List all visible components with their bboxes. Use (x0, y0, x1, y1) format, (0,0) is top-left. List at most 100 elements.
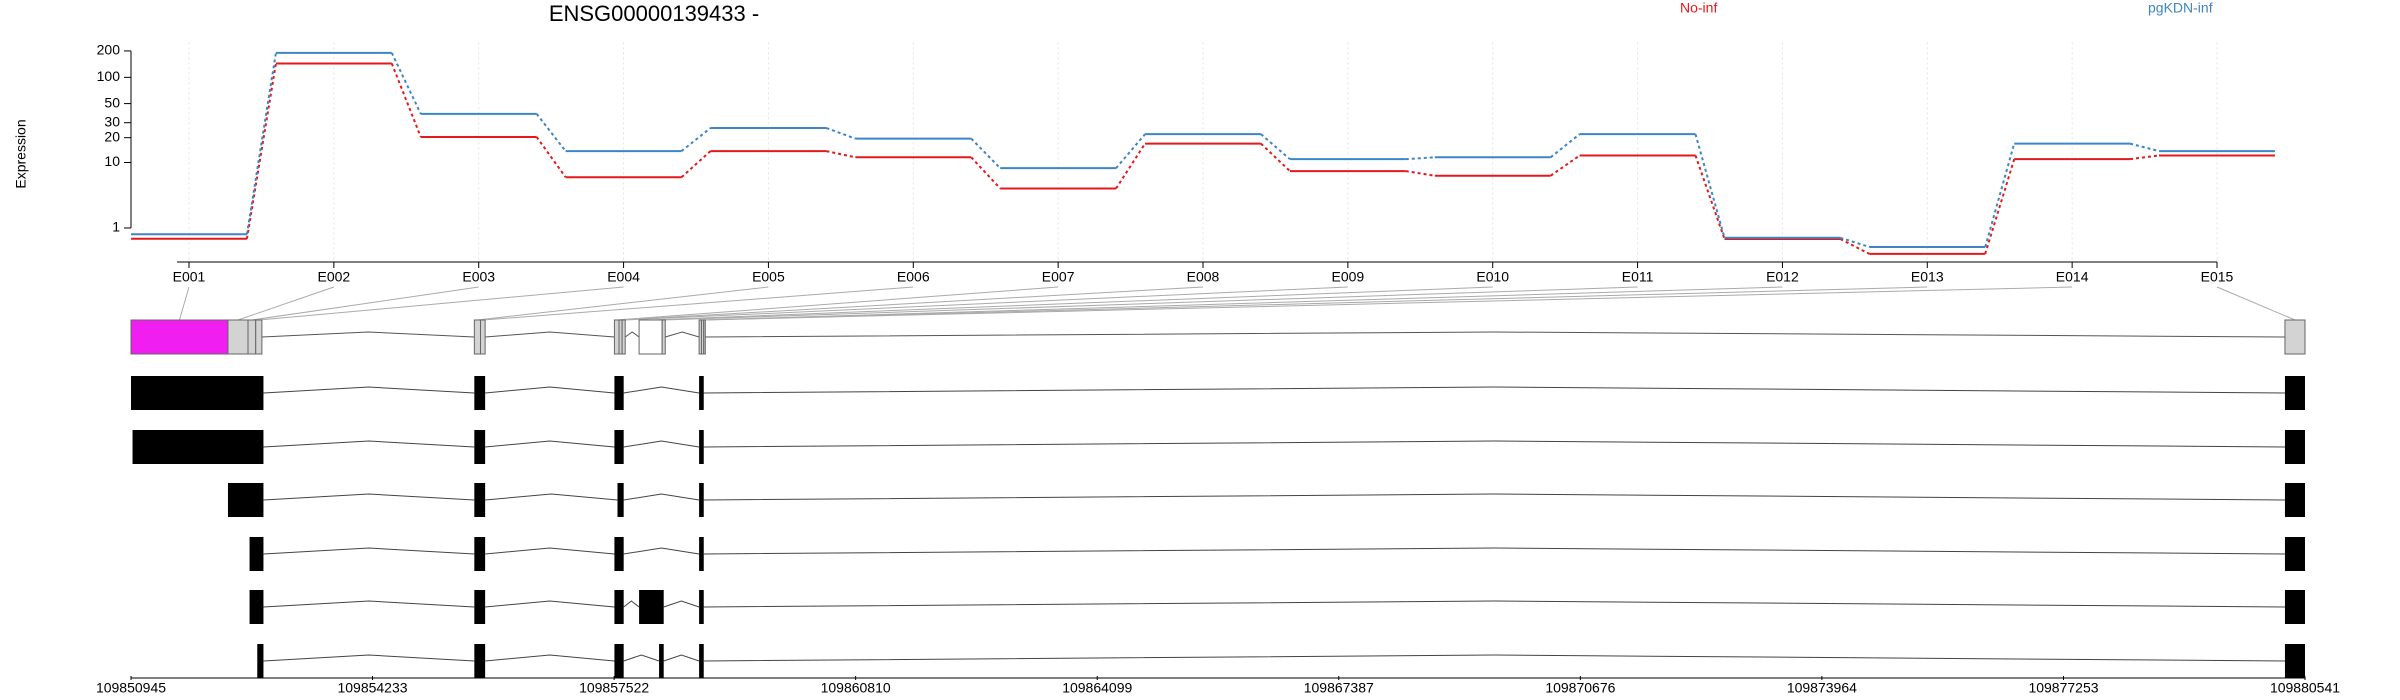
intron (703, 386, 2285, 394)
exon (614, 537, 624, 571)
exon (474, 430, 486, 464)
exon-bin (661, 319, 666, 355)
exon-bin (703, 319, 706, 355)
intron (663, 600, 700, 608)
exon (614, 590, 624, 624)
series-connector (970, 156, 1001, 190)
exon-bin (255, 319, 263, 355)
genomic-tick-label: 109864099 (1062, 680, 1132, 696)
x-tick-label: E013 (1911, 269, 1944, 285)
exon (2284, 376, 2305, 410)
exon (614, 644, 624, 678)
x-tick-label: E014 (2056, 269, 2089, 285)
exon (699, 644, 704, 678)
exon (699, 537, 704, 571)
intron (485, 331, 615, 338)
exon-bin (638, 319, 663, 355)
intron (485, 654, 615, 662)
bin-connector (477, 286, 769, 321)
exon (639, 590, 664, 624)
x-tick-label: E015 (2201, 269, 2234, 285)
y-tick-label: 1 (112, 219, 120, 235)
intron (485, 493, 618, 501)
series-connector (1260, 142, 1291, 172)
exon (699, 430, 704, 464)
exon-bin (613, 319, 620, 355)
y-tick-label: 10 (104, 153, 120, 169)
intron (624, 331, 640, 338)
exon (474, 537, 486, 571)
bin-connector (700, 286, 1783, 321)
exon-bin (473, 319, 482, 355)
series-connector (826, 127, 856, 140)
intron (623, 493, 700, 501)
intron (703, 547, 2285, 555)
series-connector (1115, 143, 1146, 189)
series-connector (680, 127, 712, 152)
exon (2284, 537, 2305, 571)
bin-connector (482, 286, 914, 321)
intron (623, 386, 700, 394)
series-connector (535, 113, 567, 152)
x-tick-label: E005 (752, 269, 785, 285)
series-connector (1115, 133, 1146, 169)
x-tick-label: E002 (318, 269, 351, 285)
x-tick-label: E003 (462, 269, 495, 285)
exon (699, 376, 704, 410)
exon (659, 644, 664, 678)
y-tick-label: 50 (104, 94, 120, 110)
series-connector (390, 52, 422, 115)
x-tick-label: E012 (1766, 269, 1799, 285)
chart-title: ENSG00000139433 - (549, 1, 759, 26)
x-tick-label: E011 (1622, 269, 1654, 285)
exon (257, 644, 264, 678)
y-tick-label: 100 (97, 68, 121, 84)
genomic-tick-label: 109880541 (2270, 680, 2340, 696)
y-axis-label: Expression (13, 119, 29, 188)
exon-bin (480, 319, 486, 355)
genomic-tick-label: 109850945 (96, 680, 166, 696)
genomic-tick-label: 109873964 (1787, 680, 1857, 696)
x-tick-label: E001 (173, 269, 206, 285)
series-connector (1550, 154, 1581, 177)
exon (131, 376, 264, 410)
x-tick-label: E004 (607, 269, 640, 285)
series-connector (1405, 156, 1435, 161)
bin-connector (179, 286, 190, 321)
intron (703, 440, 2285, 448)
bin-connector (2216, 286, 2296, 321)
genomic-tick-label: 109860810 (821, 680, 891, 696)
exon (474, 483, 486, 517)
intron (485, 440, 615, 448)
intron (663, 654, 700, 662)
exon-bin (247, 319, 257, 355)
genomic-tick-label: 109867387 (1304, 680, 1374, 696)
exon-bin (2284, 319, 2306, 355)
intron (263, 600, 475, 608)
exon (699, 483, 704, 517)
series-connector (245, 52, 277, 235)
series-connector (245, 63, 277, 239)
intron (263, 386, 475, 394)
series-connector (1694, 155, 1726, 240)
intron (485, 600, 615, 608)
exon (2284, 644, 2305, 678)
intron (263, 493, 475, 501)
legend-label: pgKDN-inf (2148, 0, 2213, 16)
series-connector (2129, 142, 2160, 153)
intron (263, 654, 475, 662)
exon (2284, 590, 2305, 624)
exon (474, 644, 486, 678)
bin-connector (616, 286, 1059, 321)
bin-connector (702, 286, 1928, 321)
intron (703, 600, 2285, 608)
intron (703, 493, 2285, 501)
exon (132, 430, 264, 464)
bin-connector (237, 286, 335, 321)
exon (699, 590, 704, 624)
legend-label: No-inf (1680, 0, 1717, 16)
x-tick-label: E006 (897, 269, 930, 285)
bin-connector (620, 286, 1204, 321)
series-connector (1405, 170, 1435, 177)
exon (249, 537, 264, 571)
